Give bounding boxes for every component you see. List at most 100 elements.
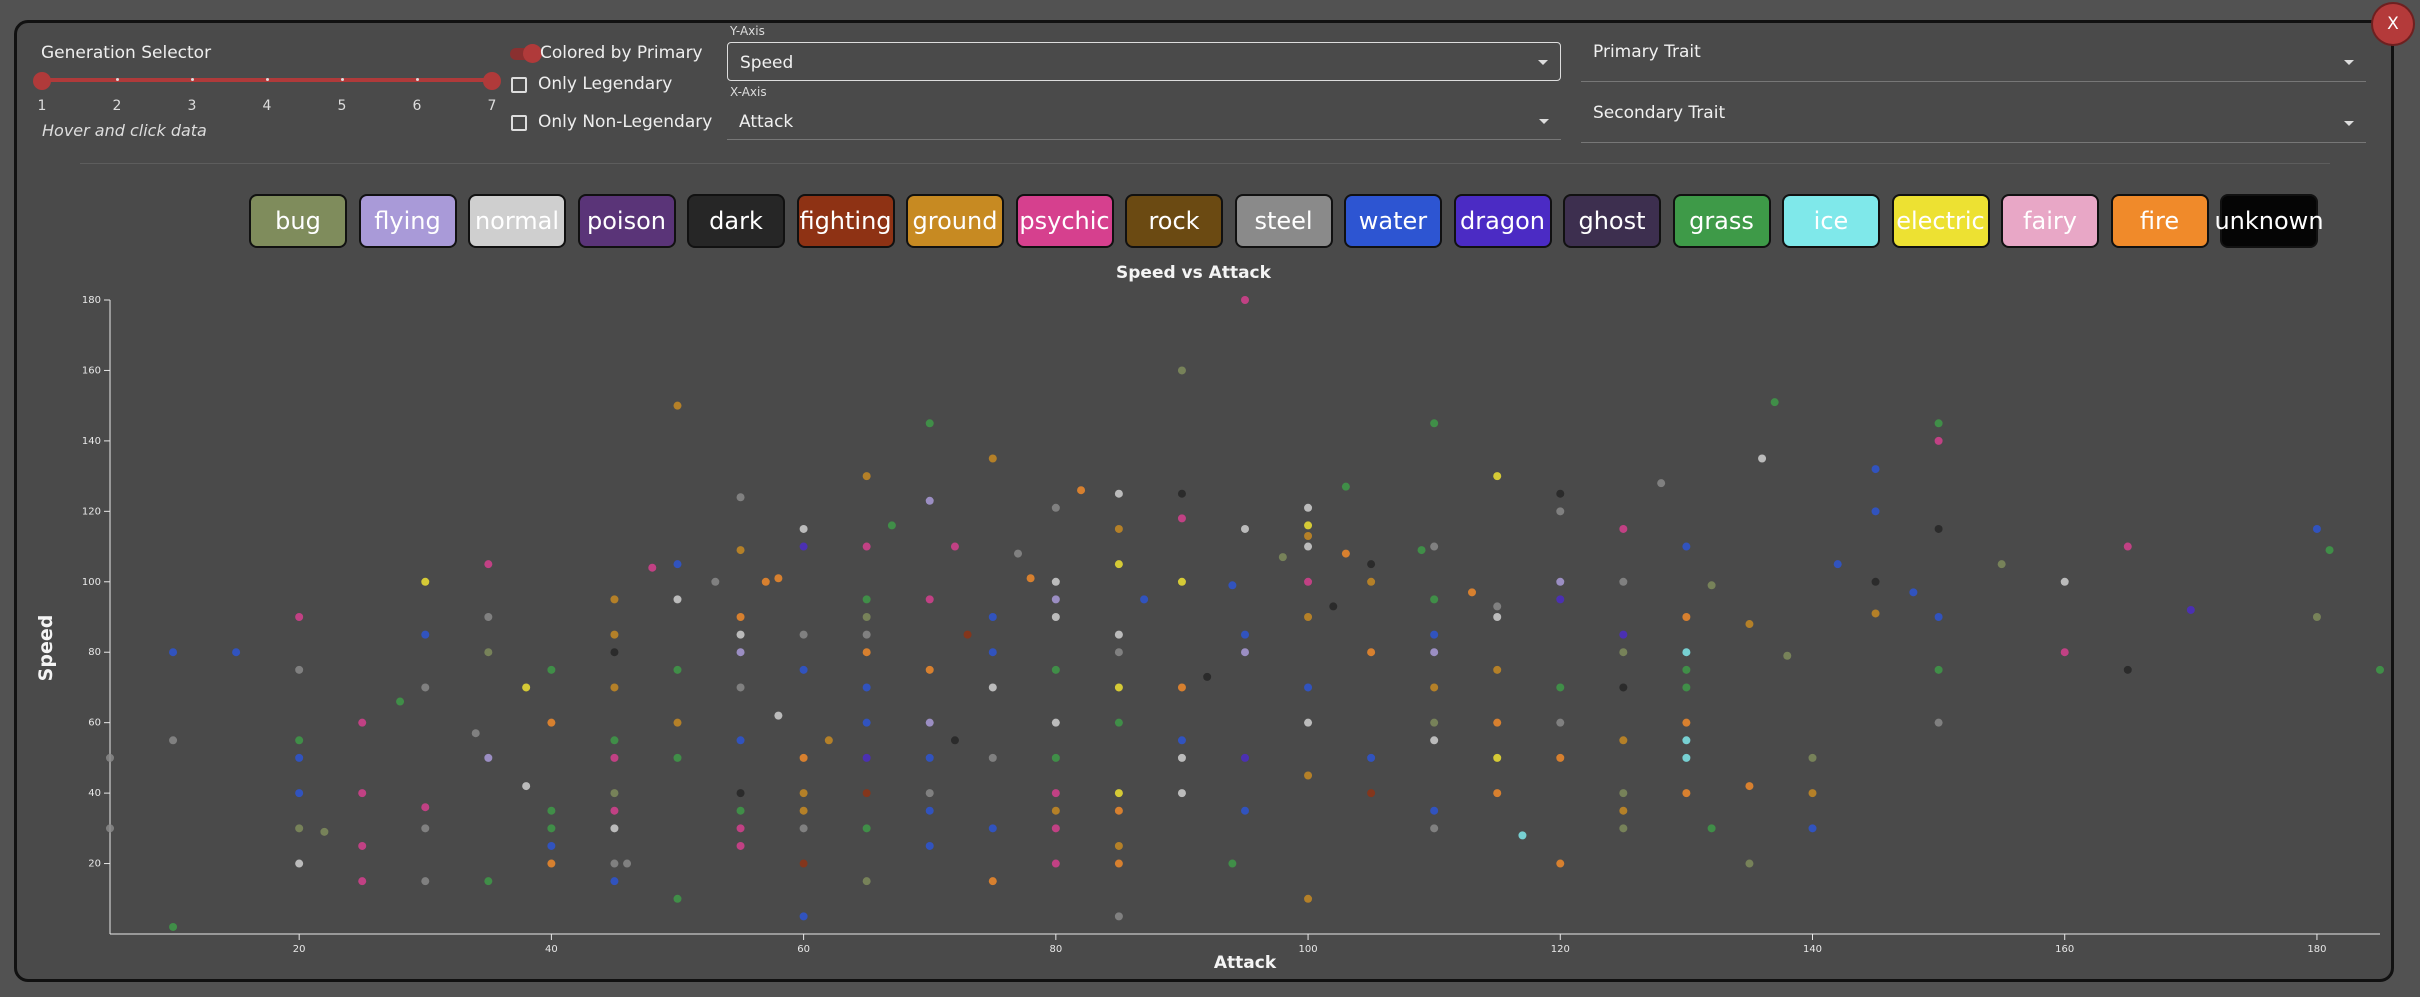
data-point[interactable]	[1177, 789, 1186, 798]
data-point[interactable]	[1707, 824, 1716, 833]
data-point[interactable]	[2186, 605, 2195, 614]
type-filter-fire[interactable]: fire	[2110, 194, 2209, 248]
data-point[interactable]	[1619, 806, 1628, 815]
close-button[interactable]: X	[2373, 4, 2413, 44]
data-point[interactable]	[862, 472, 871, 481]
data-point[interactable]	[1228, 581, 1237, 590]
data-point[interactable]	[1833, 560, 1842, 569]
data-point[interactable]	[1241, 630, 1249, 639]
only-non-legendary-checkbox[interactable]	[511, 115, 527, 131]
data-point[interactable]	[610, 683, 619, 692]
data-point[interactable]	[887, 521, 896, 530]
data-point[interactable]	[522, 782, 531, 791]
data-point[interactable]	[862, 824, 871, 833]
secondary-trait-select[interactable]: Secondary Trait	[1581, 101, 2366, 143]
data-point[interactable]	[547, 824, 556, 833]
toggle-knob[interactable]	[523, 44, 542, 63]
data-point[interactable]	[2312, 524, 2321, 533]
data-point[interactable]	[1026, 574, 1035, 583]
data-point[interactable]	[1367, 789, 1376, 798]
data-point[interactable]	[1114, 718, 1123, 727]
data-point[interactable]	[396, 697, 405, 706]
data-point[interactable]	[1682, 648, 1691, 657]
data-point[interactable]	[925, 753, 934, 762]
data-point[interactable]	[925, 595, 934, 604]
data-point[interactable]	[1770, 398, 1779, 407]
data-point[interactable]	[1493, 718, 1502, 727]
data-point[interactable]	[925, 806, 934, 815]
data-point[interactable]	[673, 401, 682, 410]
data-point[interactable]	[1341, 482, 1350, 491]
data-point[interactable]	[736, 493, 745, 502]
data-point[interactable]	[1619, 683, 1628, 692]
data-point[interactable]	[862, 753, 871, 762]
data-point[interactable]	[484, 613, 493, 621]
data-point[interactable]	[2312, 613, 2321, 621]
data-point[interactable]	[1619, 577, 1628, 586]
data-point[interactable]	[862, 789, 871, 798]
data-point[interactable]	[295, 824, 304, 833]
data-point[interactable]	[1808, 753, 1817, 762]
data-point[interactable]	[1871, 507, 1880, 516]
data-point[interactable]	[774, 574, 783, 583]
type-filter-bug[interactable]: bug	[249, 194, 347, 248]
data-point[interactable]	[862, 613, 871, 621]
data-point[interactable]	[1619, 630, 1628, 639]
type-filter-grass[interactable]: grass	[1672, 194, 1771, 248]
data-point[interactable]	[1682, 736, 1691, 745]
data-point[interactable]	[1177, 514, 1186, 523]
data-point[interactable]	[1177, 577, 1186, 586]
data-point[interactable]	[1909, 588, 1918, 597]
data-point[interactable]	[610, 877, 619, 886]
data-point[interactable]	[988, 753, 997, 762]
data-point[interactable]	[862, 877, 871, 886]
data-point[interactable]	[1304, 577, 1313, 586]
data-point[interactable]	[1808, 824, 1817, 833]
type-filter-dark[interactable]: dark	[687, 194, 785, 248]
slider-thumb-max[interactable]	[483, 72, 501, 90]
data-point[interactable]	[1304, 613, 1313, 621]
data-point[interactable]	[1707, 581, 1716, 590]
data-point[interactable]	[421, 803, 430, 812]
data-point[interactable]	[1367, 560, 1376, 569]
data-point[interactable]	[1556, 753, 1565, 762]
data-point[interactable]	[1114, 806, 1123, 815]
data-point[interactable]	[1556, 489, 1565, 498]
data-point[interactable]	[1051, 595, 1060, 604]
data-point[interactable]	[1329, 602, 1338, 611]
data-point[interactable]	[1051, 718, 1060, 727]
data-point[interactable]	[1493, 789, 1502, 798]
data-point[interactable]	[925, 841, 934, 850]
type-filter-water[interactable]: water	[1344, 194, 1442, 248]
data-point[interactable]	[2060, 648, 2069, 657]
data-point[interactable]	[522, 683, 531, 692]
type-filter-ghost[interactable]: ghost	[1563, 194, 1661, 248]
data-point[interactable]	[1619, 789, 1628, 798]
data-point[interactable]	[1051, 806, 1060, 815]
data-point[interactable]	[610, 806, 619, 815]
data-point[interactable]	[2123, 665, 2132, 674]
data-point[interactable]	[736, 841, 745, 850]
data-point[interactable]	[799, 542, 808, 551]
data-point[interactable]	[1808, 789, 1817, 798]
data-point[interactable]	[774, 711, 783, 720]
data-point[interactable]	[610, 648, 619, 657]
data-point[interactable]	[988, 877, 997, 886]
data-point[interactable]	[1114, 560, 1123, 569]
data-point[interactable]	[824, 736, 833, 745]
data-point[interactable]	[1745, 782, 1754, 791]
data-point[interactable]	[1367, 577, 1376, 586]
data-point[interactable]	[623, 859, 632, 868]
data-point[interactable]	[610, 789, 619, 798]
data-point[interactable]	[1682, 718, 1691, 727]
data-point[interactable]	[950, 736, 959, 745]
data-point[interactable]	[295, 613, 304, 621]
data-point[interactable]	[358, 877, 367, 886]
data-point[interactable]	[358, 789, 367, 798]
data-point[interactable]	[988, 648, 997, 657]
data-point[interactable]	[1682, 665, 1691, 674]
data-point[interactable]	[799, 806, 808, 815]
data-point[interactable]	[1114, 859, 1123, 868]
data-point[interactable]	[471, 729, 480, 738]
data-point[interactable]	[988, 683, 997, 692]
